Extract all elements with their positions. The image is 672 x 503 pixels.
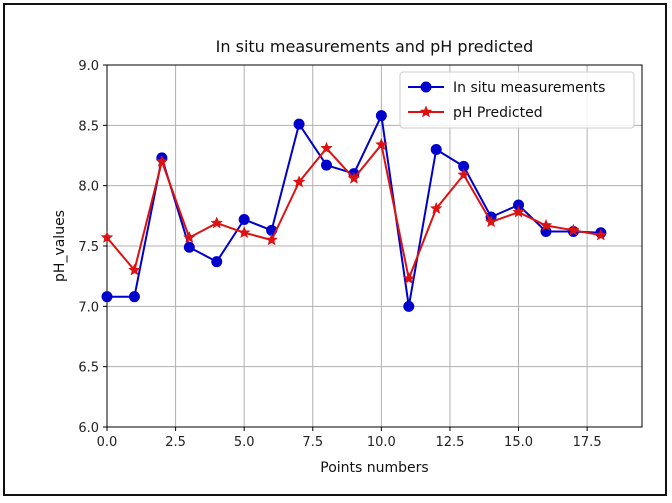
star-marker — [155, 154, 169, 167]
x-tick-label: 10.0 — [367, 435, 396, 450]
axis-ticks: 0.0 2.5 5.0 7.5 10.0 12.5 15.0 17.5 6.0 6.5 7.0 7.5… — [78, 59, 601, 450]
legend: In situ measurements pH Predicted — [399, 71, 635, 129]
star-marker — [539, 218, 553, 231]
star-marker — [429, 201, 443, 214]
series-line — [107, 114, 601, 308]
x-tick-label: 7.5 — [302, 435, 323, 450]
legend-item: pH Predicted — [408, 105, 543, 121]
y-axis-title: pH_values — [52, 210, 68, 282]
star-marker — [320, 141, 333, 154]
circle-marker — [320, 159, 332, 171]
star-marker — [567, 223, 580, 236]
legend-label: In situ measurements — [453, 80, 605, 96]
star-marker — [375, 137, 388, 151]
star-marker — [347, 171, 361, 184]
circle-marker — [238, 213, 250, 225]
y-tick-label: 6.5 — [78, 361, 99, 376]
circle-marker — [101, 291, 113, 303]
star-marker — [210, 216, 224, 229]
star-marker — [100, 230, 114, 243]
series-1 — [101, 110, 607, 312]
y-tick-label: 8.5 — [78, 119, 99, 134]
circle-marker — [211, 256, 223, 268]
star-marker — [457, 168, 471, 181]
legend-star-marker — [419, 105, 433, 118]
circle-marker — [375, 110, 387, 122]
legend-items: In situ measurements pH Predicted — [408, 80, 605, 121]
circle-marker — [403, 300, 415, 312]
y-tick-label: 7.0 — [78, 300, 99, 315]
series-layer — [100, 110, 608, 312]
star-marker — [265, 233, 278, 246]
y-tick-label: 7.5 — [78, 240, 99, 255]
star-marker — [402, 271, 416, 284]
legend-label: pH Predicted — [453, 105, 543, 121]
y-tick-label: 6.0 — [78, 421, 99, 436]
circle-marker — [430, 143, 442, 155]
legend-item: In situ measurements — [408, 80, 605, 96]
star-marker — [128, 263, 141, 276]
star-marker — [237, 226, 251, 239]
circle-marker — [183, 241, 195, 253]
star-marker — [512, 205, 525, 218]
circle-marker — [128, 291, 140, 303]
x-tick-label: 5.0 — [234, 435, 255, 450]
x-tick-label: 17.5 — [573, 435, 602, 450]
y-tick-label: 9.0 — [78, 59, 99, 74]
x-tick-label: 2.5 — [165, 435, 186, 450]
legend-circle-marker — [420, 81, 432, 93]
star-marker — [594, 228, 608, 241]
y-tick-label: 8.0 — [78, 180, 99, 195]
series-2 — [100, 137, 608, 284]
x-tick-label: 15.0 — [504, 435, 533, 450]
circle-marker — [293, 118, 305, 130]
x-tick-label: 0.0 — [97, 435, 118, 450]
legend-box — [399, 71, 635, 129]
x-tick-label: 12.5 — [435, 435, 464, 450]
star-marker — [182, 230, 196, 243]
chart-title: In situ measurements and pH predicted — [216, 37, 534, 56]
star-marker — [484, 215, 498, 228]
x-axis-title: Points numbers — [320, 460, 428, 476]
star-marker — [292, 175, 306, 188]
